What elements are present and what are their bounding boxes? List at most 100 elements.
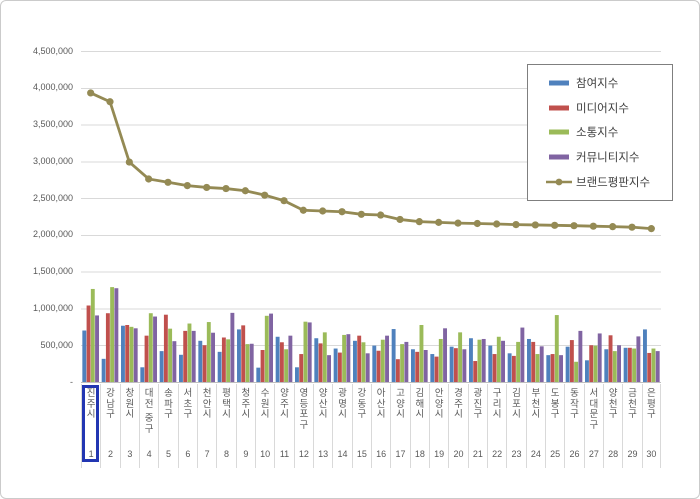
category-rank: 6 (185, 449, 191, 459)
x-axis-category: 양 천 구 28 (603, 384, 622, 468)
bar (380, 339, 385, 382)
trend-point (512, 220, 520, 229)
bar (627, 347, 632, 382)
bar (385, 335, 389, 382)
trend-point (319, 207, 327, 215)
trend-point (473, 219, 481, 228)
bar (411, 349, 415, 382)
bar (430, 354, 435, 382)
bar (632, 348, 637, 382)
legend: 참여지수 미디어지수 소통지수 커뮤니티지수 브랜드평판지수 (527, 64, 673, 201)
y-axis-label: 2,000,000 (32, 229, 73, 240)
bar (114, 288, 119, 382)
x-axis-category: 고 양 시 17 (390, 384, 409, 468)
trend-point (299, 206, 307, 214)
trend-point (125, 158, 133, 166)
trend-point (183, 182, 191, 190)
bar (578, 330, 583, 382)
bar (129, 326, 134, 382)
y-axis-label: 3,500,000 (32, 119, 73, 130)
x-axis-category: 영 등 포 구 12 (293, 384, 313, 468)
bar (295, 367, 299, 382)
bar (101, 358, 106, 382)
trend-point (222, 184, 230, 193)
legend-item: 소통지수 (546, 124, 672, 140)
bar (299, 354, 304, 382)
bar (269, 313, 273, 382)
bar (168, 328, 173, 382)
bar (179, 354, 183, 382)
bar (90, 288, 95, 382)
x-axis-category: 아 산 시 16 (371, 384, 390, 468)
category-rank: 30 (646, 449, 657, 459)
bar (647, 352, 652, 382)
bar (395, 359, 400, 382)
bar (404, 341, 409, 382)
category-rank: 2 (107, 449, 113, 459)
bar (612, 351, 617, 382)
x-axis-category: 구 리 시 22 (487, 384, 506, 468)
category-rank: 1 (88, 449, 94, 459)
x-axis-category: 안 양 시 19 (429, 384, 448, 468)
bar (469, 338, 473, 382)
legend-bar-swatch (549, 154, 569, 160)
legend-item: 커뮤니티지수 (546, 149, 672, 165)
category-rank: 8 (223, 449, 229, 459)
x-axis-category: 부 천 시 24 (525, 384, 545, 468)
bar (608, 335, 613, 382)
category-rank: 3 (127, 449, 133, 459)
category-rank: 25 (550, 449, 561, 459)
category-rank: 23 (511, 449, 522, 459)
x-axis-category: 금 천 구 29 (622, 384, 641, 468)
bar (314, 338, 319, 382)
bar (481, 338, 486, 382)
bar (449, 346, 454, 382)
bar (535, 354, 540, 382)
bar (488, 345, 493, 382)
category-rank: 16 (376, 449, 387, 459)
bar (226, 339, 231, 382)
bar (353, 340, 357, 382)
bar (206, 322, 211, 382)
legend-bar-swatch (549, 80, 569, 86)
bar (221, 337, 226, 382)
bar (86, 305, 91, 382)
bar (288, 335, 293, 382)
bar (623, 347, 628, 382)
bar (140, 367, 145, 382)
trend-point (435, 218, 443, 226)
bar (372, 345, 377, 382)
x-axis-category: 은 평 구 30 (641, 384, 661, 468)
bar (400, 344, 405, 382)
bar (237, 329, 241, 382)
bar (539, 346, 544, 382)
legend-item: 브랜드평판지수 (546, 174, 672, 190)
y-axis-label: 1,500,000 (32, 266, 73, 277)
bar (361, 342, 366, 382)
y-axis-label: 3,000,000 (32, 155, 73, 166)
trend-point (396, 215, 404, 224)
bar (585, 360, 589, 382)
x-axis-category: 동 작 구 26 (564, 384, 583, 468)
x-axis-category: 양 산 시 13 (313, 384, 332, 468)
category-rank: 13 (318, 449, 329, 459)
bar (501, 340, 505, 382)
legend-label: 커뮤니티지수 (576, 152, 640, 165)
bar (110, 287, 115, 382)
